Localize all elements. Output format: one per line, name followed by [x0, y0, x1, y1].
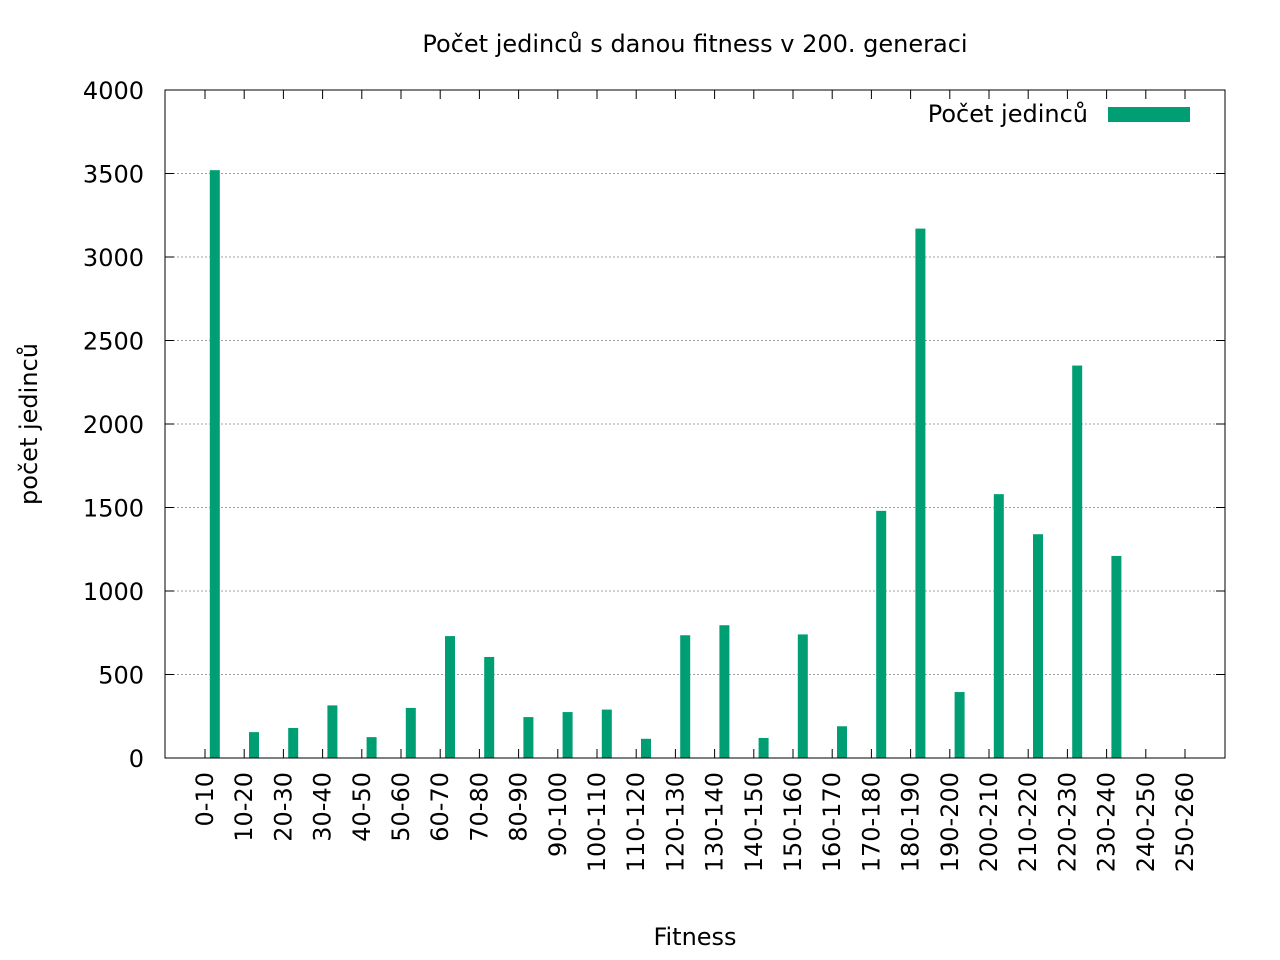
bar	[719, 625, 730, 758]
y-tick-label: 1000	[83, 578, 144, 606]
x-tick-label: 250-260	[1171, 772, 1199, 872]
bar	[1111, 555, 1122, 758]
x-tick-label: 160-170	[818, 772, 846, 872]
x-tick-label: 130-140	[701, 772, 729, 872]
bar	[680, 635, 691, 758]
legend-swatch	[1108, 107, 1190, 122]
bar	[915, 228, 926, 759]
y-tick-label: 4000	[83, 77, 144, 105]
bar	[954, 692, 965, 758]
bar	[562, 712, 573, 758]
x-tick-label: 80-90	[505, 772, 533, 842]
x-tick-label: 210-220	[1014, 772, 1042, 872]
x-tick-label: 200-210	[975, 772, 1003, 872]
y-tick-label: 1500	[83, 495, 144, 523]
x-tick-label: 10-20	[230, 772, 258, 842]
bar	[837, 726, 847, 758]
legend: Počet jedinců	[928, 100, 1190, 128]
x-tick-label: 30-40	[309, 772, 337, 842]
y-tick-labels: 0 500 1000 1500 2000 2500 3000 3500 4000	[83, 77, 144, 773]
grid-lines	[165, 173, 1225, 675]
y-tick-label: 3000	[83, 244, 144, 272]
bar	[445, 636, 455, 758]
x-tick-label: 240-250	[1132, 772, 1160, 872]
x-tick-label: 50-60	[387, 772, 415, 842]
bar	[601, 709, 612, 758]
bar	[1072, 365, 1083, 758]
bar	[876, 510, 887, 758]
x-tick-label: 120-130	[661, 772, 689, 872]
x-tick-label: 20-30	[269, 772, 297, 842]
x-tick-label: 110-120	[622, 772, 650, 872]
bar	[209, 170, 220, 758]
bar	[523, 717, 534, 758]
x-tick-label: 40-50	[348, 772, 376, 842]
bar	[484, 656, 495, 758]
x-tick-label: 100-110	[583, 772, 611, 872]
x-tick-label: 180-190	[897, 772, 925, 872]
x-axis-label: Fitness	[653, 923, 736, 951]
bar	[405, 707, 416, 758]
x-tick-label: 60-70	[426, 772, 454, 842]
bars	[209, 170, 1122, 759]
x-tick-label: 90-100	[544, 772, 572, 857]
chart-title: Počet jedinců s danou fitness v 200. gen…	[422, 30, 967, 58]
bar	[327, 705, 338, 758]
bar	[758, 737, 769, 758]
bar	[366, 737, 377, 758]
legend-label: Počet jedinců	[928, 100, 1088, 128]
bar	[797, 634, 808, 758]
bar	[1033, 534, 1043, 758]
x-tick-labels: 0-10 10-20 20-30 30-40 40-50 50-60 60-70 70-80 8…	[191, 772, 1199, 872]
x-tick-label: 150-160	[779, 772, 807, 872]
x-tick-label: 220-230	[1053, 772, 1081, 872]
x-tick-label: 190-200	[936, 772, 964, 872]
bar	[993, 494, 1004, 758]
x-tick-label: 230-240	[1093, 772, 1121, 872]
y-tick-label: 500	[98, 662, 144, 690]
y-tick-label: 3500	[83, 161, 144, 189]
x-tick-label: 140-150	[740, 772, 768, 872]
y-tick-label: 0	[129, 745, 144, 773]
x-tick-label: 170-180	[857, 772, 885, 872]
axis-ticks	[165, 89, 1225, 759]
bar	[288, 727, 299, 758]
x-tick-label: 70-80	[465, 772, 493, 842]
y-tick-label: 2500	[83, 328, 144, 356]
bar	[641, 738, 651, 758]
x-tick-label: 0-10	[191, 772, 219, 826]
y-tick-label: 2000	[83, 411, 144, 439]
bar	[249, 732, 259, 758]
y-axis-label: počet jedinců	[15, 343, 43, 505]
